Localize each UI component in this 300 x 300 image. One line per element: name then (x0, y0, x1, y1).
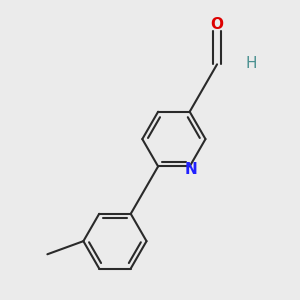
Text: H: H (246, 56, 257, 71)
Text: N: N (185, 162, 198, 177)
Text: O: O (211, 17, 224, 32)
